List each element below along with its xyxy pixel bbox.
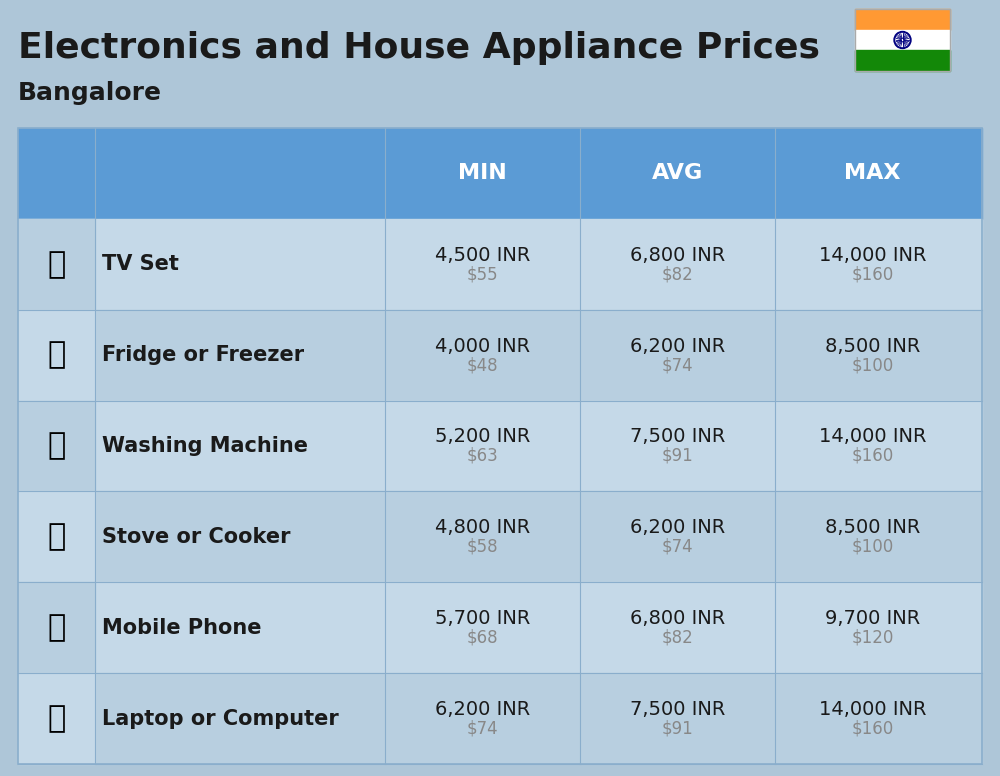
Text: 6,800 INR: 6,800 INR [630, 609, 725, 629]
Text: $74: $74 [662, 538, 693, 556]
Text: $74: $74 [467, 719, 498, 737]
Bar [18, 673, 95, 764]
Text: $63: $63 [467, 447, 498, 465]
Bar [18, 491, 982, 582]
Text: $74: $74 [662, 356, 693, 374]
Bar [18, 400, 982, 491]
Text: 4,500 INR: 4,500 INR [435, 246, 530, 265]
Bar [18, 491, 95, 582]
Text: $68: $68 [467, 629, 498, 646]
Text: $91: $91 [662, 719, 693, 737]
Text: Electronics and House Appliance Prices: Electronics and House Appliance Prices [18, 31, 820, 65]
Bar [855, 50, 950, 71]
Text: 7,500 INR: 7,500 INR [630, 428, 725, 446]
Text: Stove or Cooker: Stove or Cooker [102, 527, 290, 547]
Bar [855, 29, 950, 50]
Text: 🔥: 🔥 [47, 522, 66, 552]
Text: Mobile Phone: Mobile Phone [102, 618, 262, 638]
Text: Bangalore: Bangalore [18, 81, 162, 105]
Text: 📺: 📺 [47, 250, 66, 279]
Text: 4,000 INR: 4,000 INR [435, 337, 530, 355]
Bar [18, 128, 982, 219]
Text: Laptop or Computer: Laptop or Computer [102, 708, 339, 729]
Bar [18, 673, 982, 764]
Text: Fridge or Freezer: Fridge or Freezer [102, 345, 304, 365]
Bar [18, 582, 95, 673]
Text: 9,700 INR: 9,700 INR [825, 609, 920, 629]
Bar [18, 219, 982, 310]
Text: $100: $100 [851, 538, 894, 556]
Text: 6,800 INR: 6,800 INR [630, 246, 725, 265]
Bar [18, 400, 95, 491]
Text: 🧊: 🧊 [47, 341, 66, 369]
Text: MAX: MAX [844, 164, 901, 183]
Bar [855, 9, 950, 29]
Text: 🧺: 🧺 [47, 431, 66, 460]
Text: 14,000 INR: 14,000 INR [819, 246, 926, 265]
Text: $82: $82 [662, 629, 693, 646]
Text: $120: $120 [851, 629, 894, 646]
Text: 14,000 INR: 14,000 INR [819, 428, 926, 446]
Text: $82: $82 [662, 265, 693, 283]
Circle shape [896, 33, 909, 47]
Text: 📱: 📱 [47, 613, 66, 643]
Text: MIN: MIN [458, 164, 507, 183]
Text: 5,200 INR: 5,200 INR [435, 428, 530, 446]
Bar [18, 219, 95, 310]
Text: 6,200 INR: 6,200 INR [435, 700, 530, 719]
Text: 5,700 INR: 5,700 INR [435, 609, 530, 629]
Text: $160: $160 [851, 265, 894, 283]
Text: $100: $100 [851, 356, 894, 374]
Bar [18, 582, 982, 673]
Text: $91: $91 [662, 447, 693, 465]
Bar [855, 9, 950, 71]
Text: $160: $160 [851, 447, 894, 465]
Text: 8,500 INR: 8,500 INR [825, 518, 920, 537]
Text: 8,500 INR: 8,500 INR [825, 337, 920, 355]
Text: 14,000 INR: 14,000 INR [819, 700, 926, 719]
Text: AVG: AVG [652, 164, 703, 183]
Bar [18, 310, 982, 400]
Text: $55: $55 [467, 265, 498, 283]
Text: 6,200 INR: 6,200 INR [630, 337, 725, 355]
Bar [18, 128, 982, 764]
Text: $160: $160 [851, 719, 894, 737]
Text: 4,800 INR: 4,800 INR [435, 518, 530, 537]
Text: 6,200 INR: 6,200 INR [630, 518, 725, 537]
Text: Washing Machine: Washing Machine [102, 436, 308, 456]
Circle shape [894, 32, 911, 48]
Bar [18, 310, 95, 400]
Text: 7,500 INR: 7,500 INR [630, 700, 725, 719]
Text: $58: $58 [467, 538, 498, 556]
Text: TV Set: TV Set [102, 255, 179, 274]
Text: $48: $48 [467, 356, 498, 374]
Text: 💻: 💻 [47, 704, 66, 733]
